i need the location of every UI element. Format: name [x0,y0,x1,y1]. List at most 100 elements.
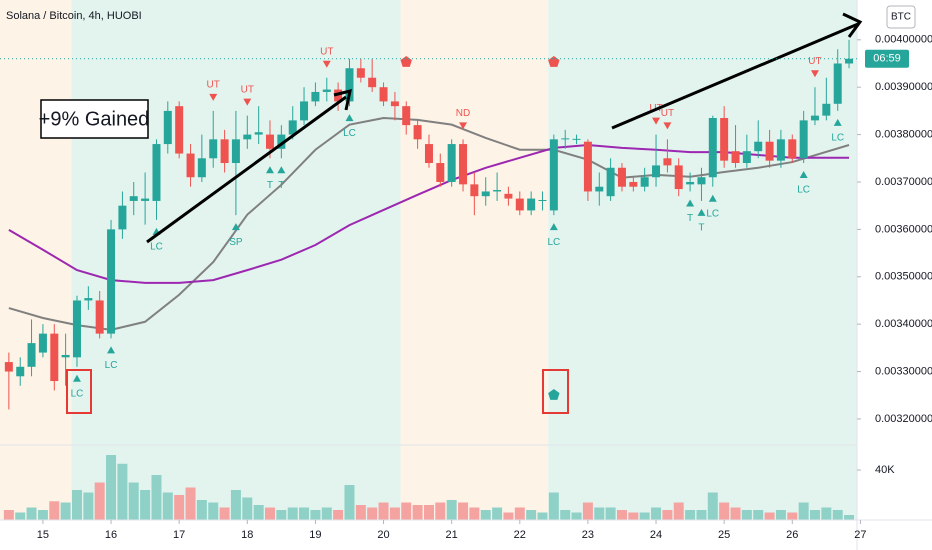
volume-bar [526,510,537,520]
candle-body [118,205,127,230]
candle-body [606,167,615,197]
candle-body [27,343,36,367]
signal-label: T [267,180,273,191]
volume-bar [196,500,207,520]
volume-bar [582,502,593,520]
candle-body [424,144,433,164]
x-tick-label: 21 [446,529,458,541]
volume-bar [185,487,196,520]
candle-body [459,144,468,185]
signal-label: T [687,213,693,224]
currency-box[interactable] [886,5,916,29]
volume-bar [446,500,457,520]
volume-bar [594,507,605,520]
volume-bar [832,510,843,520]
session-zone [400,0,549,520]
signal-arrow [708,194,717,202]
volume-bar [616,510,627,520]
volume-bar [537,512,548,520]
candle-body [265,134,274,149]
signal-label: LC [547,237,560,248]
signal-arrow [799,171,808,179]
moving-average [8,144,850,284]
x-tick-label: 22 [514,529,526,541]
candle-body [4,362,13,372]
signal-label: SP [229,237,243,248]
volume-bar [162,492,173,520]
volume-bar [71,490,82,520]
candle-body [822,103,831,116]
candle-body [277,134,286,149]
volume-bar [492,507,503,520]
signal-arrow [243,98,252,106]
signal-label: T [278,180,284,191]
volume-bar [844,515,855,520]
volume-bar [299,507,310,520]
price-tag [865,49,909,68]
trend-line [611,22,859,130]
currency[interactable]: BTC [891,12,911,23]
y-tick-label: 0.00350000 [875,271,932,283]
countdown: 06:59 [873,53,901,65]
y-tick-label: 0.00360000 [875,223,932,235]
volume-bar [276,510,287,520]
volume-bar [94,482,105,520]
candle-body [197,158,206,178]
y-tick-label: 0.00390000 [875,81,932,93]
volume-bar [219,507,230,520]
annotation-box [40,99,149,139]
signal-label: T [698,223,704,234]
candle-body [595,186,604,192]
candle-body [141,198,150,201]
signal-arrow [265,166,274,174]
signal-arrow [345,114,354,122]
chart-title: Solana / Bitcoin, 4h, HUOBI [6,10,142,22]
y-tick-label: 0.00370000 [875,176,932,188]
volume-bar [628,512,639,520]
candle-body [379,87,388,102]
volume-bar [310,510,321,520]
volume-bar [480,510,491,520]
y-tick-label: 0.00380000 [875,128,932,140]
candle-body [243,134,252,140]
signal-arrow [209,93,218,101]
volume-bar [423,505,434,520]
candle-body [708,118,717,178]
candle-body [436,163,445,182]
volume-bar [208,502,219,520]
volume-bar [401,502,412,520]
signal-label: LC [706,208,719,219]
volume-bar [230,490,241,520]
volume-bar [639,512,650,520]
trend-line [146,95,347,244]
volume-bar [15,512,26,520]
candle-body [288,120,297,135]
candle-body [481,191,490,197]
signal-label: LC [797,185,810,196]
candle-body [652,165,661,178]
candle-body [345,68,354,102]
candle-body [538,199,547,201]
y-tick-label: 0.00320000 [875,413,932,425]
volume-tick-label: 40K [875,464,895,476]
signal-label: LC [150,242,163,253]
candle-body [515,198,524,211]
candle-body [231,139,240,164]
x-tick-label: 23 [582,529,594,541]
candle-body [731,151,740,164]
candle-body [640,177,649,187]
volume-bar [435,502,446,520]
volume-bar [321,507,332,520]
candles [4,39,854,410]
volume-bar [117,463,128,520]
y-tick-label: 0.00400000 [875,34,932,46]
signal-arrow [663,122,672,130]
candle-body [663,158,672,166]
candle-body [413,125,422,140]
candle-body [583,141,592,192]
candle-body [152,144,161,201]
candle-body [402,106,411,126]
arrow-head [842,12,863,38]
volume-bar [174,495,185,520]
